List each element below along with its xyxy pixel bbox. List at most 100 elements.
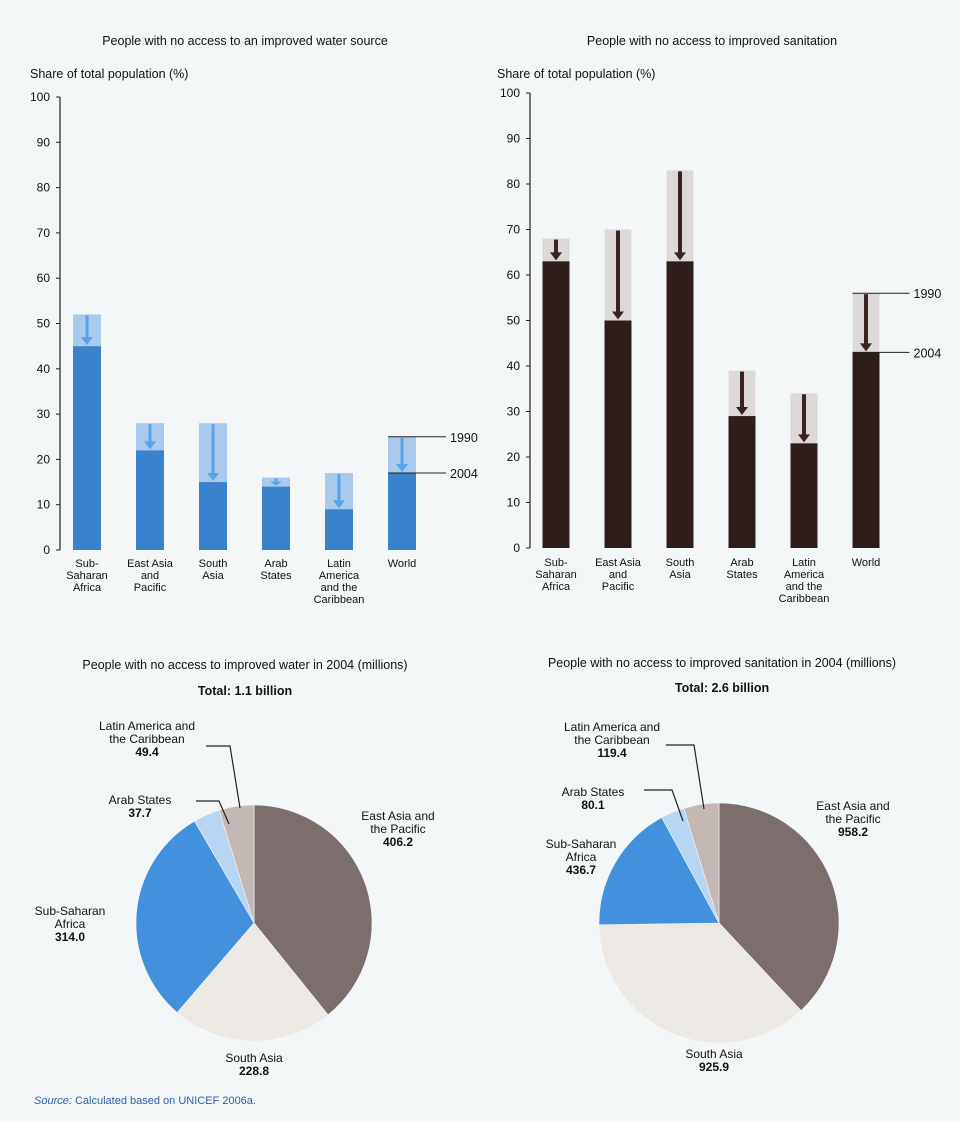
bar0-y-tick-label: 40 [37, 362, 51, 376]
bar1-change-arrow-head [798, 434, 810, 443]
bar0-bar-2004 [199, 482, 227, 550]
pie0-slice-label: South Asia [225, 1051, 283, 1065]
pie0-slice-value: 37.7 [128, 806, 152, 820]
bar1-ylabel: Share of total population (%) [497, 67, 655, 81]
bar1-category-label: Sub- [544, 557, 568, 569]
pie1-slice-value: 436.7 [566, 863, 596, 877]
bar0-category-label: World [388, 558, 417, 570]
pie1-slice [718, 802, 840, 1012]
bar1-bar-2004 [604, 320, 632, 548]
pie0-slice-label: the Pacific [370, 822, 425, 836]
pie1-slice-value: 925.9 [699, 1060, 729, 1074]
bar1-y-tick-label: 20 [507, 450, 521, 464]
bar1-y-tick-label: 50 [507, 314, 521, 328]
bar0-y-tick-label: 10 [37, 498, 51, 512]
source-text: Calculated based on UNICEF 2006a. [71, 1095, 256, 1107]
bar0-y-tick-label: 0 [43, 543, 50, 557]
bar0-category-label: and the [321, 582, 358, 594]
bar1-y-tick-label: 70 [507, 223, 521, 237]
bar0-change-arrow-head [396, 463, 408, 472]
bar1-y-tick-label: 90 [507, 132, 521, 146]
bar1-category-label: Latin [792, 557, 816, 569]
bar1-category-label: Pacific [602, 581, 635, 593]
bar0-legend-2004-label: 2004 [450, 467, 478, 481]
bar1-category-label: and [609, 569, 627, 581]
bar0-bar-2004 [262, 486, 290, 550]
chart-canvas: People with no access to an improved wat… [30, 34, 942, 1078]
pie0-slice-label: East Asia and [361, 809, 434, 823]
bar0-y-tick-label: 50 [37, 317, 51, 331]
bar0-category-label: East Asia [127, 558, 174, 570]
pie0-slice [253, 804, 373, 1016]
pie0-slice [176, 922, 329, 1042]
pie1-slice-label: Arab States [562, 785, 625, 799]
bar0-y-tick-label: 100 [30, 90, 50, 104]
pie1-leader-line [666, 744, 705, 810]
bar0-title: People with no access to an improved wat… [102, 34, 388, 48]
pie1-leader-line [644, 789, 684, 822]
bar0-category-label: South [199, 558, 228, 570]
bar1-bar-2004 [852, 352, 880, 548]
bar0-category-label: States [260, 570, 292, 582]
pie1-subtitle: Total: 2.6 billion [675, 681, 769, 695]
pie0-slice-label: Arab States [109, 793, 172, 807]
bar1-change-arrow-head [550, 252, 562, 261]
bar1-category-label: World [852, 557, 881, 569]
pie1-slice-label: East Asia and [816, 799, 889, 813]
bar0-bar-2004 [388, 472, 416, 550]
bar0-change-arrow-head [144, 441, 156, 450]
pie0-slice-label: Latin America and [99, 719, 195, 733]
pie0-slice-label: Africa [55, 917, 86, 931]
bar1-category-label: and the [786, 581, 823, 593]
bar1-category-label: States [726, 569, 758, 581]
bar0-y-tick-label: 70 [37, 226, 51, 240]
bar1-legend-2004-label: 2004 [914, 346, 942, 360]
bar0-category-label: Caribbean [314, 594, 365, 606]
pie0-leader-line [206, 745, 241, 809]
bar0-change-arrow-head [81, 337, 93, 346]
bar0-change-arrow-head [270, 481, 282, 486]
bar0-bar-2004 [325, 509, 353, 550]
bar1-category-label: South [666, 557, 695, 569]
pie0-title: People with no access to improved water … [82, 658, 407, 672]
pie0-slice-label: Sub-Saharan [35, 904, 106, 918]
pie0-slice [218, 804, 255, 924]
bar1-y-tick-label: 40 [507, 359, 521, 373]
pie1-slice-label: Latin America and [564, 720, 660, 734]
bar1-title: People with no access to improved sanita… [587, 34, 837, 48]
bar0-bar-2004 [73, 346, 101, 550]
pie0-subtitle: Total: 1.1 billion [198, 684, 292, 698]
pie0-slice-label: the Caribbean [109, 732, 184, 746]
pie1-slice-label: the Pacific [825, 812, 880, 826]
bar1-y-tick-label: 100 [500, 86, 520, 100]
bar1-change-arrow-head [612, 311, 624, 320]
pie1-slice-label: Sub-Saharan [546, 837, 617, 851]
bar0-category-label: Latin [327, 558, 351, 570]
bar0-category-label: and [141, 570, 159, 582]
bar1-category-label: East Asia [595, 557, 642, 569]
bar1-y-tick-label: 80 [507, 177, 521, 191]
pie0-slice [135, 820, 255, 1013]
bar1-y-tick-label: 30 [507, 405, 521, 419]
pie0-slice-value: 49.4 [135, 745, 159, 759]
bar1-bar-2004 [790, 443, 818, 548]
pie1-slice-value: 958.2 [838, 825, 868, 839]
bar0-y-tick-label: 80 [37, 181, 51, 195]
bar1-change-arrow-head [674, 252, 686, 261]
bar1-bar-2004 [542, 261, 570, 548]
bar0-y-tick-label: 60 [37, 271, 51, 285]
bar0-bar-2004 [136, 450, 164, 550]
source-label: Source: [34, 1095, 72, 1107]
bar0-category-label: Sub- [75, 558, 99, 570]
bar0-category-label: Pacific [134, 582, 167, 594]
bar0-y-tick-label: 20 [37, 452, 51, 466]
bar1-y-tick-label: 10 [507, 496, 521, 510]
bar0-ylabel: Share of total population (%) [30, 67, 188, 81]
bar0-category-label: Saharan [66, 570, 108, 582]
bar1-bar-2004 [728, 416, 756, 548]
bar1-y-tick-label: 60 [507, 268, 521, 282]
bar1-category-label: Caribbean [779, 593, 830, 605]
bar0-category-label: Arab [264, 558, 287, 570]
pie1-slice-label: South Asia [685, 1047, 743, 1061]
pie1-slice-label: the Caribbean [574, 733, 649, 747]
